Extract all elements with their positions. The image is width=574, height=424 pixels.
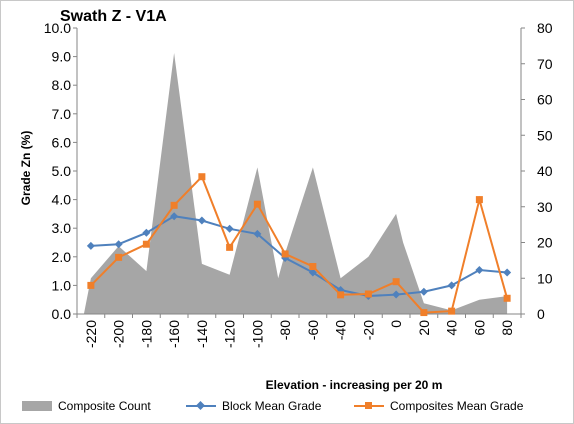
y2-tick-label: 0 (537, 306, 545, 322)
block-mean-grade-point (114, 240, 123, 249)
x-tick-label: -140 (194, 320, 210, 348)
legend-label: Composite Count (58, 399, 151, 413)
composites-mean-grade-point (253, 200, 261, 208)
block-mean-grade-point (475, 265, 484, 274)
x-tick-label: -60 (305, 320, 321, 340)
y-tick-label: 3.0 (52, 220, 72, 236)
composites-mean-grade-point (420, 309, 428, 317)
legend-item-composite-count: Composite Count (22, 399, 151, 413)
block-mean-grade-point (142, 228, 151, 237)
y-tick-label: 10.0 (44, 20, 71, 36)
y-tick-label: 0.0 (52, 306, 72, 322)
composite-count-area (77, 53, 508, 314)
x-tick-label: -80 (277, 320, 293, 340)
composites-mean-grade-point (503, 294, 511, 302)
composites-mean-grade-point (115, 253, 123, 261)
block-mean-grade-point (225, 224, 234, 233)
y-tick-label: 6.0 (52, 134, 72, 150)
x-tick-label: -100 (249, 320, 265, 348)
composites-mean-grade-point (392, 278, 400, 286)
x-axis-label: Elevation - increasing per 20 m (265, 378, 443, 392)
x-tick-label: -20 (360, 320, 376, 340)
chart-legend: Composite Count Block Mean Grade Composi… (0, 399, 574, 417)
y-tick-label: 7.0 (52, 106, 72, 122)
composites-mean-grade-point (448, 307, 456, 315)
composites-mean-grade-point (364, 290, 372, 298)
block-mean-grade-point (197, 216, 206, 225)
legend-item-composites-mean-grade: Composites Mean Grade (354, 399, 523, 413)
y-tick-label: 4.0 (52, 192, 72, 208)
composites-mean-grade-point (475, 196, 483, 204)
composites-mean-grade-point (170, 201, 178, 209)
composites-mean-grade-point (309, 263, 317, 271)
block-mean-grade-point (308, 268, 317, 277)
y-tick-label: 9.0 (52, 49, 72, 65)
composites-mean-grade-point (226, 243, 234, 251)
x-tick-label: 0 (388, 320, 404, 328)
legend-swatch-area (22, 401, 52, 411)
x-tick-label: -200 (111, 320, 127, 348)
block-mean-grade-point (447, 281, 456, 290)
y-tick-label: 2.0 (52, 249, 72, 265)
x-tick-label: 80 (499, 320, 515, 336)
x-tick-label: -120 (222, 320, 238, 348)
block-mean-grade-point (170, 212, 179, 221)
x-tick-label: -40 (333, 320, 349, 340)
composites-mean-grade-point (198, 173, 206, 181)
x-tick-label: -220 (83, 320, 99, 348)
block-mean-grade-point (253, 229, 262, 238)
y2-tick-label: 10 (537, 270, 553, 286)
chart-title: Swath Z - V1A (60, 8, 167, 25)
y2-tick-label: 50 (537, 127, 553, 143)
y2-tick-label: 20 (537, 235, 553, 251)
y2-tick-label: 60 (537, 92, 553, 108)
y2-tick-label: 30 (537, 199, 553, 215)
block-mean-grade-point (503, 268, 512, 277)
y-tick-label: 5.0 (52, 163, 72, 179)
composites-mean-grade-point (337, 291, 345, 299)
x-tick-label: 40 (444, 320, 460, 336)
x-tick-label: -160 (166, 320, 182, 348)
y2-tick-label: 40 (537, 163, 553, 179)
legend-swatch-line (186, 401, 216, 411)
block-mean-grade-point (392, 290, 401, 299)
composites-mean-grade-point (142, 240, 150, 248)
y2-tick-label: 70 (537, 56, 553, 72)
block-mean-grade-point (419, 287, 428, 296)
legend-label: Block Mean Grade (222, 399, 322, 413)
y2-tick-label: 80 (537, 20, 553, 36)
legend-swatch-line (354, 401, 384, 411)
legend-item-block-mean-grade: Block Mean Grade (186, 399, 321, 413)
x-tick-label: 20 (416, 320, 432, 336)
x-tick-label: -180 (138, 320, 154, 348)
x-tick-label: 60 (471, 320, 487, 336)
y-tick-label: 1.0 (52, 277, 72, 293)
y-tick-label: 8.0 (52, 77, 72, 93)
block-mean-grade-point (86, 241, 95, 250)
composites-mean-grade-point (281, 250, 289, 258)
composites-mean-grade-line (90, 174, 509, 314)
legend-label: Composites Mean Grade (390, 399, 524, 413)
composites-mean-grade-point (87, 281, 95, 289)
